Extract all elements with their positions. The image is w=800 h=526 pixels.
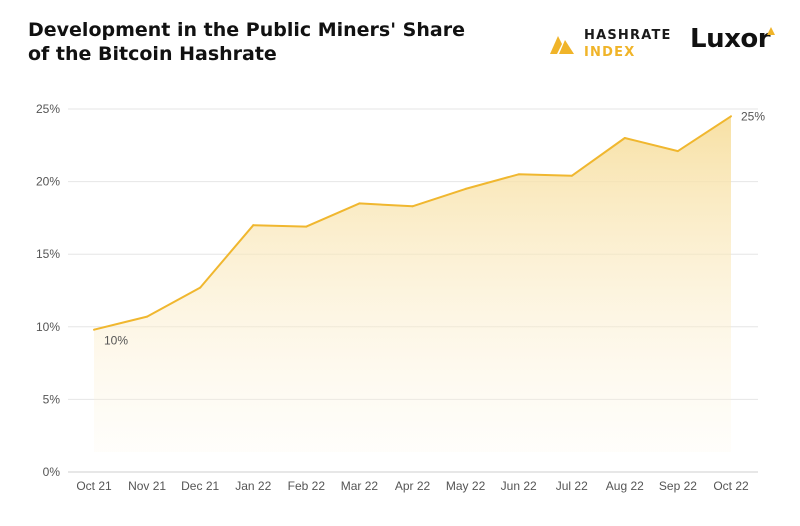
y-tick-label: 20% <box>36 175 60 189</box>
y-tick-label: 5% <box>43 392 61 406</box>
hashrate-index-logo: HASHRATE INDEX <box>548 24 678 64</box>
x-tick-label: May 22 <box>446 479 486 493</box>
y-tick-label: 0% <box>43 465 61 479</box>
x-tick-label: Mar 22 <box>341 479 379 493</box>
x-tick-label: Feb 22 <box>288 479 326 493</box>
x-tick-label: Aug 22 <box>606 479 644 493</box>
data-point-jun-22 <box>517 173 520 176</box>
hashrate-index-word-1: HASHRATE <box>584 28 672 43</box>
luxor-triangle-icon <box>767 27 775 35</box>
data-points <box>93 115 732 331</box>
data-point-oct-21 <box>93 328 95 331</box>
chart-title: Development in the Public Miners' Share … <box>28 19 465 65</box>
x-tick-label: Oct 22 <box>713 479 749 493</box>
data-labels: 10% 25% <box>104 109 765 347</box>
x-tick-label: Nov 21 <box>128 479 166 493</box>
data-point-apr-22 <box>411 205 414 208</box>
data-point-jan-22 <box>252 224 255 227</box>
y-axis-ticks: 0% 5% 10% 15% 20% 25% <box>36 102 60 479</box>
data-label: 10% <box>104 334 128 348</box>
area-fill <box>94 116 731 453</box>
data-point-feb-22 <box>305 225 308 228</box>
x-tick-label: Dec 21 <box>181 479 219 493</box>
data-point-sep-22 <box>676 150 679 153</box>
x-tick-label: Jul 22 <box>556 479 588 493</box>
data-point-oct-22 <box>730 115 732 118</box>
luxor-wordmark: Luxor <box>690 24 771 54</box>
y-tick-label: 10% <box>36 320 60 334</box>
hashrate-index-mark-icon <box>550 36 574 54</box>
y-tick-label: 25% <box>36 102 60 116</box>
data-point-aug-22 <box>623 137 626 140</box>
data-point-dec-21 <box>199 286 202 289</box>
data-point-nov-21 <box>146 315 149 318</box>
x-tick-label: Sep 22 <box>659 479 697 493</box>
hashrate-index-word-2: INDEX <box>584 45 636 60</box>
x-tick-label: Oct 21 <box>76 479 112 493</box>
data-point-may-22 <box>464 187 467 190</box>
y-tick-label: 15% <box>36 247 60 261</box>
x-tick-label: Jan 22 <box>235 479 271 493</box>
luxor-logo: Luxor <box>690 24 775 60</box>
data-point-jul-22 <box>570 174 573 177</box>
x-tick-label: Jun 22 <box>501 479 537 493</box>
x-axis-ticks: Oct 21 Nov 21 Dec 21 Jan 22 Feb 22 Mar 22 Apr … <box>76 479 749 493</box>
x-tick-label: Apr 22 <box>395 479 431 493</box>
data-label: 25% <box>741 109 765 123</box>
data-point-mar-22 <box>358 202 361 205</box>
